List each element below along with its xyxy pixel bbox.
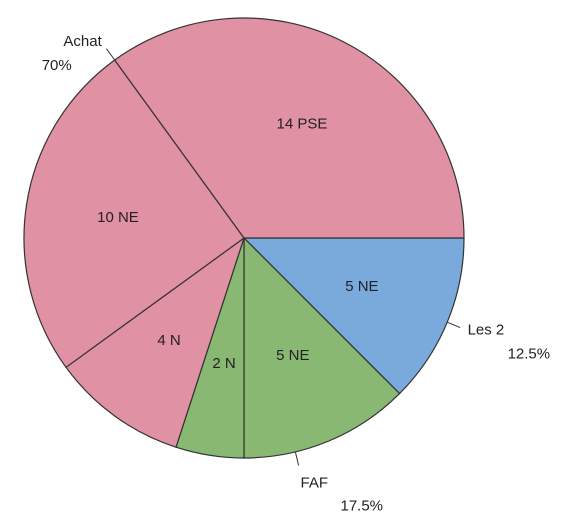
group-label: Les 2 — [468, 322, 505, 339]
group-label: FAF — [300, 474, 328, 491]
leader-line — [294, 451, 300, 466]
group-percent: 17.5% — [340, 497, 383, 514]
pie-slice — [23, 59, 245, 369]
slice-label: 10 NE — [97, 209, 139, 226]
slice-label: 5 NE — [345, 278, 378, 295]
group-percent: 12.5% — [508, 346, 551, 363]
group-percent: 70% — [42, 57, 72, 74]
leader-line — [106, 48, 116, 61]
slice-label: 5 NE — [276, 347, 309, 364]
leader-line — [447, 321, 461, 329]
pie-slice — [243, 236, 401, 459]
group-label: Achat — [63, 33, 102, 50]
slice-label: 2 N — [212, 355, 235, 372]
pie-slice — [113, 17, 465, 239]
slice-label: 4 N — [157, 332, 180, 349]
pie-slice — [65, 236, 246, 448]
slice-label: 14 PSE — [276, 115, 327, 132]
